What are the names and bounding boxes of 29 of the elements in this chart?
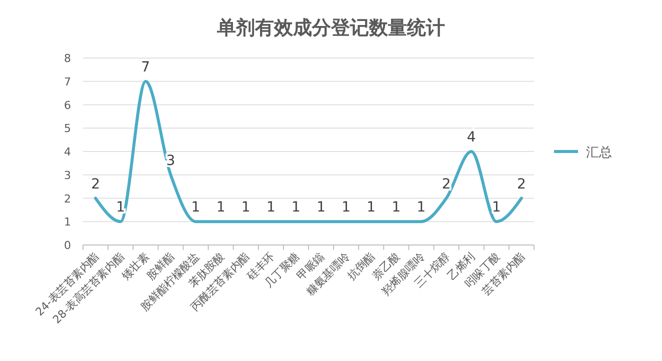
- data-label: 1: [266, 200, 276, 216]
- data-label: 1: [316, 200, 326, 216]
- legend-label: 汇总: [586, 146, 612, 160]
- y-tick-label: 1: [64, 216, 71, 229]
- data-label: 4: [466, 130, 476, 146]
- y-tick-label: 4: [64, 146, 71, 158]
- y-tick-label: 5: [64, 122, 71, 136]
- data-label: 1: [292, 200, 300, 216]
- data-label: 7: [141, 59, 150, 76]
- y-tick-label: 6: [64, 98, 71, 112]
- data-label: 1: [241, 200, 250, 216]
- y-tick-label: 2: [64, 192, 71, 206]
- data-label: 1: [366, 200, 376, 216]
- y-tick-label: 8: [64, 52, 71, 65]
- y-tick-label: 3: [64, 168, 71, 182]
- data-label: 1: [392, 200, 401, 216]
- data-label: 1: [416, 200, 426, 216]
- data-label: 2: [442, 176, 451, 192]
- data-label: 1: [216, 200, 226, 216]
- data-label: 2: [91, 176, 100, 192]
- data-label: 1: [116, 200, 126, 216]
- y-tick-label: 7: [64, 75, 71, 88]
- data-label: 2: [517, 176, 526, 192]
- y-tick-label: 0: [64, 239, 71, 252]
- data-label: 1: [191, 200, 200, 216]
- chart-title: 单剂有效成分登记数量统计: [216, 17, 445, 39]
- data-label: 1: [342, 200, 351, 216]
- line-series: [94, 80, 523, 224]
- data-label: 1: [492, 200, 501, 216]
